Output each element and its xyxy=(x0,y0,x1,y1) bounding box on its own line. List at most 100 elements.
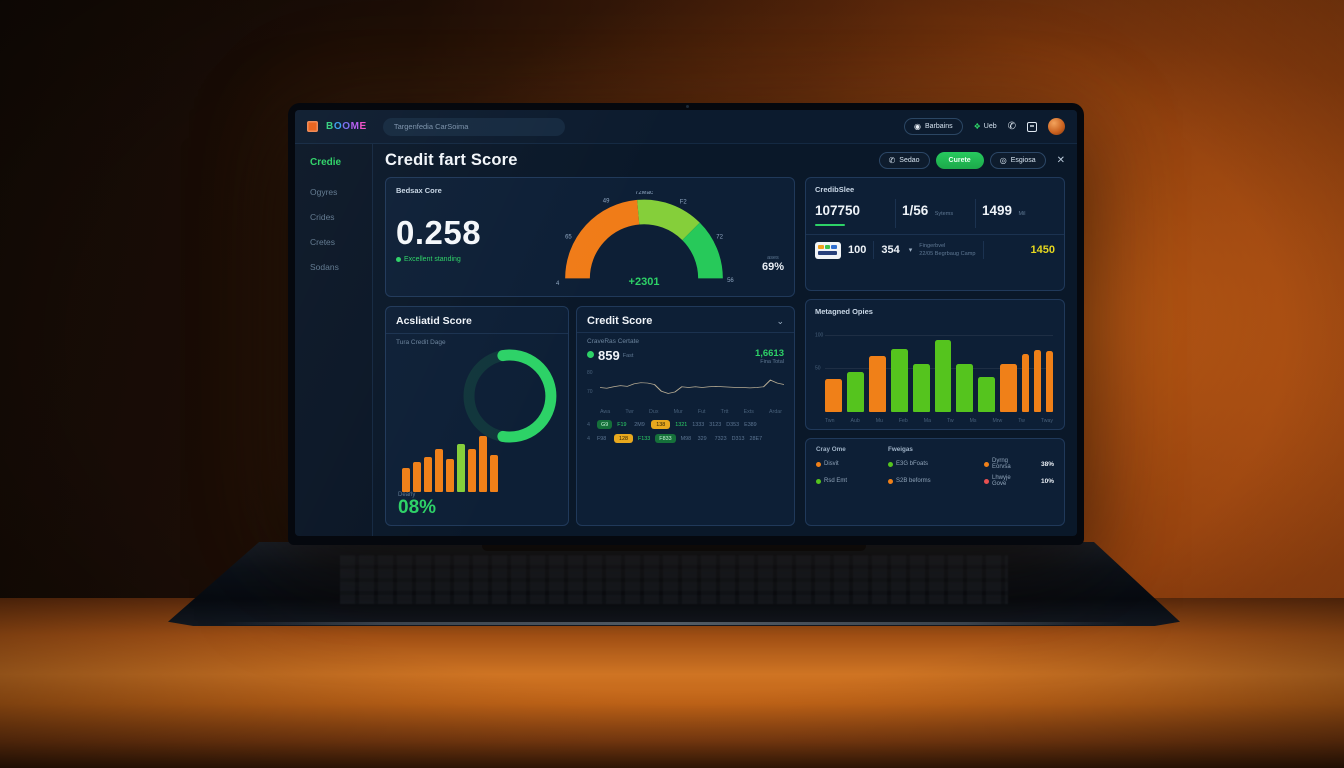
nav-pill-button[interactable]: ◉ Barbains xyxy=(903,118,963,135)
bar xyxy=(413,461,421,492)
legend-card: Cray Ome Fweigas Disvit E3G bFoats Dyrng E… xyxy=(805,438,1065,526)
gauge-tick-label: 72 xyxy=(716,234,723,240)
bar xyxy=(1046,351,1054,412)
bar xyxy=(1034,350,1042,412)
stat-value: 1499 xyxy=(982,203,1013,218)
nav-pill-label: Barbains xyxy=(924,123,953,130)
main-area: Credit fart Score ✆ Sedao Curete ◎ xyxy=(373,144,1077,536)
bureau-score-card: Bedsax Core 0.258 Excellent standing xyxy=(385,177,795,297)
legend-row: Rsd Emt S2B beforms Lhwyje Gove 10% xyxy=(816,475,1054,487)
sidebar-item-3[interactable]: Cretes xyxy=(310,237,336,247)
legend-label: Lhwyje Gove xyxy=(992,475,1011,487)
score-gauge: 4 65 49 72Mac F2 72 56 +2301 xyxy=(530,189,758,287)
bar xyxy=(402,468,410,492)
nav-link-label: Ueb xyxy=(983,123,997,130)
x-tick-label: Twr xyxy=(625,409,634,415)
caret-down-icon[interactable]: ▾ xyxy=(908,247,913,254)
table-cell: E389 xyxy=(744,421,757,428)
chevron-down-icon[interactable]: ⌄ xyxy=(776,315,784,326)
legend-rows: Disvit E3G bFoats Dyrng Eorvsa 38% Rsd Emt S2… xyxy=(816,458,1054,487)
credit-sparkline: 80 70 xyxy=(587,369,784,406)
y-axis-label: 80 xyxy=(587,370,593,376)
table-cell: D313 xyxy=(731,435,745,442)
sedao-button[interactable]: ✆ Sedao xyxy=(878,152,930,169)
phone-icon[interactable]: ✆ xyxy=(1007,120,1016,132)
acsliatid-card-title: Acsliatid Score xyxy=(396,315,472,327)
x-axis-labels: Twn Aub Mu Feb Ma Tw Ms Mrw Tw Tway xyxy=(825,418,1053,424)
table-cell: F98 xyxy=(597,435,607,442)
stat-tile-1[interactable]: 107750 xyxy=(815,199,895,228)
table-cell: G9 xyxy=(597,420,613,429)
close-icon[interactable]: ✕ xyxy=(1056,155,1065,166)
x-tick-label: Aub xyxy=(850,418,860,424)
gauge-tick-label: 65 xyxy=(565,234,572,240)
table-cell: 128 xyxy=(614,434,633,443)
table-cell: D353 xyxy=(726,421,740,428)
table-cell: 7323 xyxy=(714,435,727,442)
sidebar-item-credit[interactable]: Credie xyxy=(310,157,342,168)
legend-dot-icon xyxy=(984,478,989,484)
logo-letter: E xyxy=(359,121,367,132)
logo-letter: B xyxy=(326,121,334,132)
y-axis-label: 50 xyxy=(815,365,821,372)
credit-score-subtitle: CraveRas Certate xyxy=(587,338,640,345)
bureau-score-value: 0.258 xyxy=(396,213,482,251)
sidebar-item-1[interactable]: Ogyres xyxy=(310,187,338,197)
metagned-bars xyxy=(825,324,1054,412)
acsliatid-chart: Dearly 08% xyxy=(396,349,558,518)
table-cell: 1321 xyxy=(675,421,688,428)
stat-tile-3[interactable]: 1499 Mil xyxy=(975,199,1055,228)
legend-value: 38% xyxy=(1040,460,1054,468)
nav-link-button[interactable]: ❖ Ueb xyxy=(974,122,997,131)
sidebar-item-4[interactable]: Sodans xyxy=(310,262,339,272)
credit-score-sub: Fast xyxy=(622,353,634,359)
x-tick-label: Mu xyxy=(875,418,883,424)
legend-dot-icon xyxy=(888,461,893,467)
legend-item: Dyrng Eorvsa xyxy=(984,458,1024,470)
search-icon: ◎ xyxy=(999,156,1007,165)
acsliatid-score-card: Acsliatid Score Tura Credit Dage Dearly xyxy=(385,306,569,526)
inbox-icon[interactable] xyxy=(1027,121,1037,132)
line-chart xyxy=(600,379,784,394)
gauge-tick-label: 72Mac xyxy=(635,191,653,196)
credib-amount: 1450 xyxy=(1030,244,1055,256)
explore-button-label: Esgiosa xyxy=(1010,157,1036,164)
x-tick-label: Exts xyxy=(743,409,754,415)
table-cell: 329 xyxy=(697,435,707,442)
x-tick-label: Dux xyxy=(649,409,659,415)
progress-ring xyxy=(463,349,557,443)
active-stat-underline xyxy=(815,224,845,226)
sidebar-item-2[interactable]: Crides xyxy=(310,212,335,222)
x-tick-label: Feb xyxy=(898,418,908,424)
legend-header-2: Fweigas xyxy=(888,446,913,453)
logo-letter: M xyxy=(350,121,360,132)
divider xyxy=(873,241,875,259)
search-input[interactable] xyxy=(382,117,565,136)
phone-icon: ✆ xyxy=(888,156,896,165)
table-row: 4 G9 F19 2M9 138 1321 1333 3123 D353 E389 xyxy=(587,420,784,429)
bar xyxy=(846,371,864,412)
table-cell: F133 xyxy=(638,435,651,442)
bureau-status: Excellent standing xyxy=(396,256,516,263)
legend-label: S2B beforms xyxy=(896,478,931,484)
x-tick-label: Tw xyxy=(946,418,954,424)
legend-item: Lhwyje Gove xyxy=(984,475,1024,487)
x-tick-label: Awa xyxy=(600,409,611,415)
laptop-base xyxy=(168,542,1180,626)
legend-dot-icon xyxy=(888,478,893,484)
create-button[interactable]: Curete xyxy=(935,152,984,169)
legend-dot-icon xyxy=(816,461,821,467)
bar xyxy=(1000,363,1018,412)
explore-button[interactable]: ◎ Esgiosa xyxy=(989,152,1046,169)
legend-label: Dyrng Eorvsa xyxy=(992,458,1011,470)
credib-note: Fingerbvel 22/05 Begrbaug Camp xyxy=(919,242,975,259)
laptop-keyboard xyxy=(340,555,1008,605)
row-lead: 4 xyxy=(587,435,590,442)
table-cell: F833 xyxy=(655,434,676,443)
metagned-card: Metagned Opies 100 50 Twn Aub Mu Feb Ma Tw Ms M… xyxy=(805,299,1065,430)
stat-tile-2[interactable]: 1/56 Sytems xyxy=(895,199,975,228)
user-avatar[interactable] xyxy=(1048,118,1065,135)
legend-label: Rsd Emt xyxy=(824,478,848,484)
metagned-card-title: Metagned Opies xyxy=(815,307,873,316)
